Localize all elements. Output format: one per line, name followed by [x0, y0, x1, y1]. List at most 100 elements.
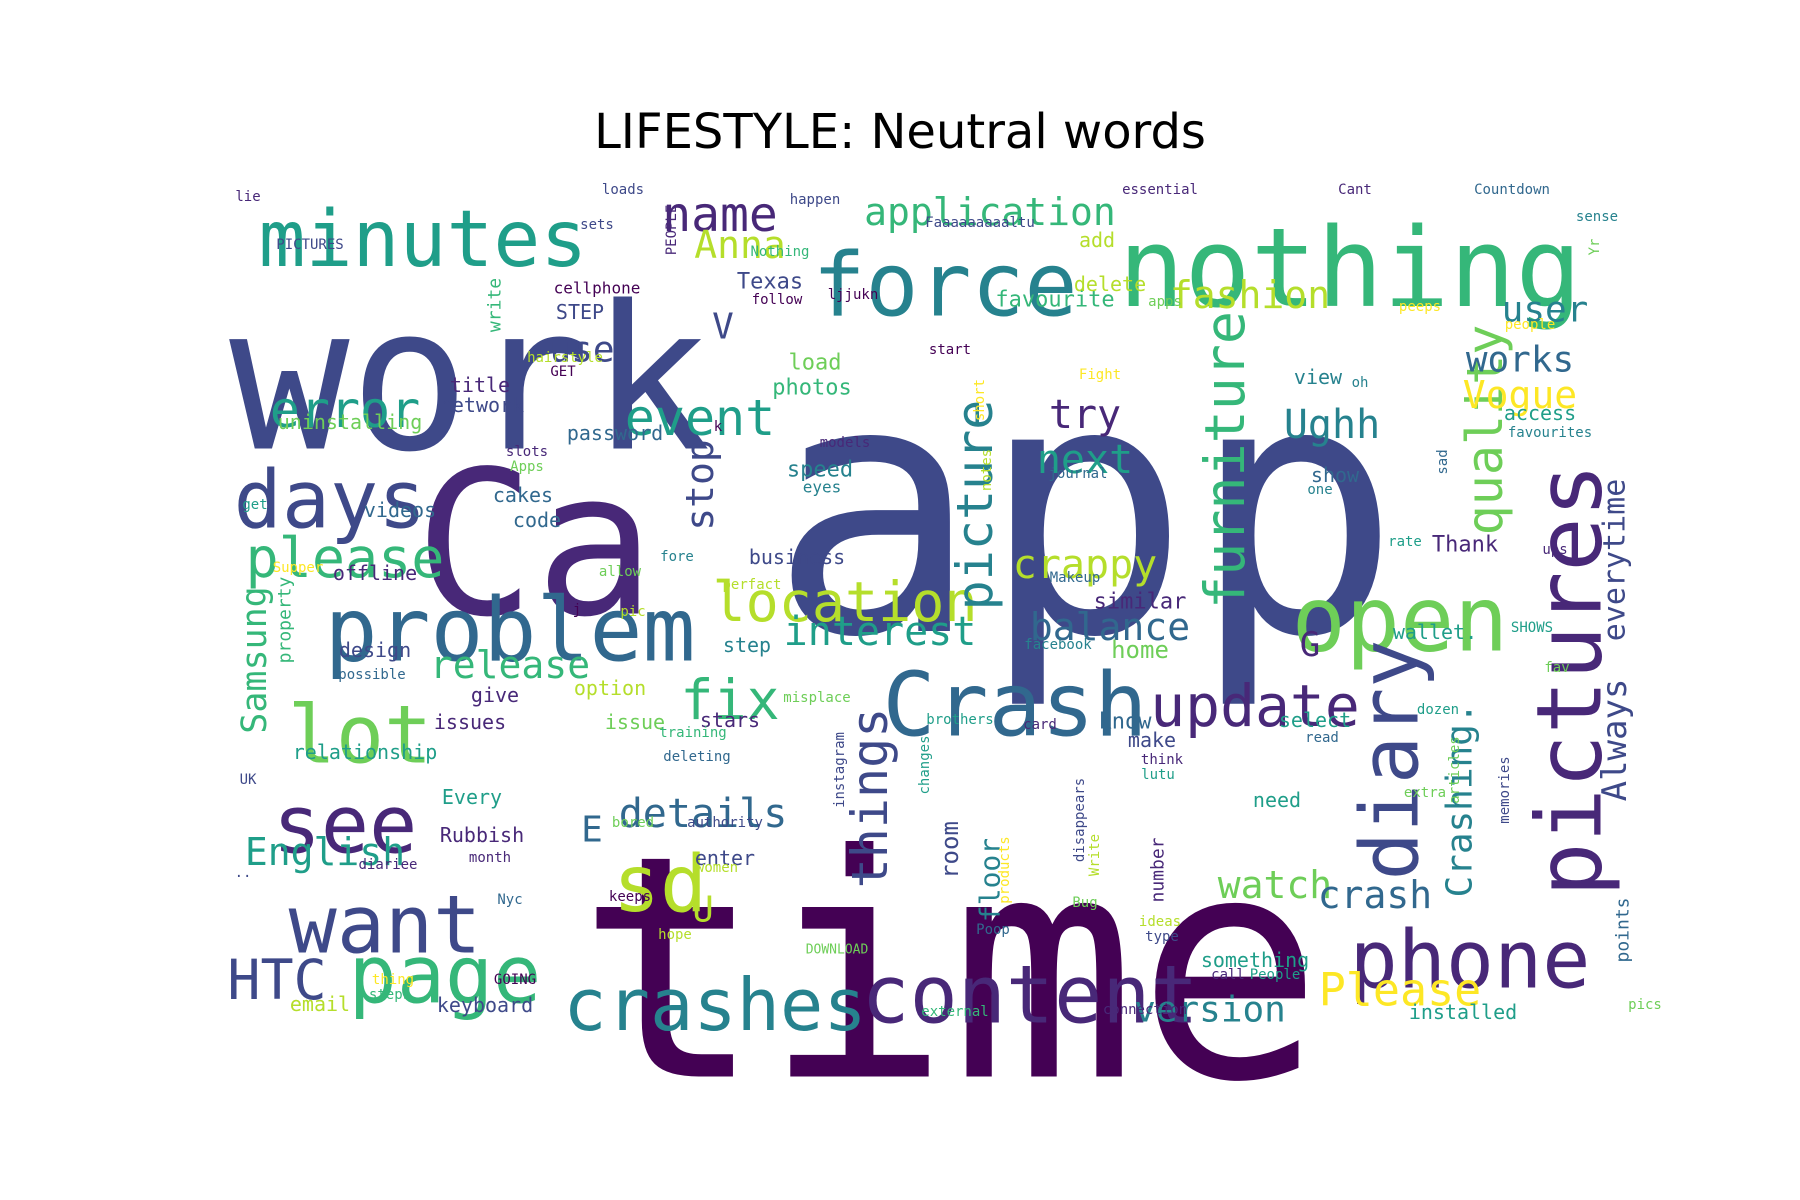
- word: dozen: [1417, 702, 1459, 718]
- word: Anna: [694, 223, 786, 267]
- word: open: [1292, 568, 1509, 673]
- word: property: [275, 576, 296, 663]
- word: business: [749, 545, 845, 569]
- word: fav: [1544, 660, 1569, 676]
- word: call: [1211, 967, 1245, 983]
- word: products: [997, 836, 1013, 903]
- word: one: [1307, 482, 1332, 498]
- word: ..: [235, 865, 252, 881]
- word: sets: [580, 217, 614, 233]
- word: something: [1201, 948, 1309, 972]
- word: user: [1502, 290, 1589, 331]
- chart-title: LIFESTYLE: Neutral words: [594, 104, 1206, 160]
- word: Write: [1087, 834, 1103, 876]
- word: use: [549, 330, 614, 371]
- word: sad: [1435, 449, 1451, 474]
- word: lutu: [1141, 767, 1175, 783]
- word: please: [246, 526, 445, 590]
- word: issues: [434, 710, 506, 734]
- word: Ughh: [1284, 402, 1380, 448]
- word: relationship: [293, 740, 438, 764]
- word: Every: [442, 785, 502, 809]
- word: works: [1466, 340, 1574, 381]
- word: PICTURES: [276, 237, 343, 253]
- word: U: [692, 890, 714, 931]
- word: home: [1111, 636, 1169, 664]
- word: keyboard: [437, 993, 533, 1017]
- word: days: [234, 454, 427, 547]
- word: authority: [687, 815, 763, 831]
- word: happen: [790, 192, 841, 208]
- word: fashion: [1170, 273, 1330, 317]
- word: details: [619, 791, 788, 837]
- word: fix: [680, 668, 779, 732]
- word: Please: [1319, 964, 1482, 1017]
- word: Countdown: [1474, 182, 1550, 198]
- word: lie: [235, 189, 260, 205]
- word: GOING: [494, 972, 536, 988]
- word: SHOWS: [1511, 620, 1553, 636]
- word: lot: [288, 689, 433, 782]
- word: oh: [1352, 375, 1369, 391]
- word: notes: [979, 449, 995, 491]
- word: pics: [1628, 997, 1662, 1013]
- word: speed: [787, 458, 853, 483]
- word: E: [581, 810, 603, 851]
- word: essential: [1122, 182, 1198, 198]
- word: diary: [1344, 640, 1437, 881]
- word: rate: [1388, 534, 1422, 550]
- word: delete: [1074, 272, 1146, 296]
- word: page: [349, 929, 542, 1022]
- word: sd: [613, 840, 707, 930]
- word: watch: [1218, 863, 1332, 907]
- word: women: [696, 860, 738, 876]
- word: peeps: [1399, 299, 1441, 315]
- word: Apps: [510, 459, 544, 475]
- word: error: [270, 381, 421, 439]
- word: phone: [1350, 914, 1591, 1007]
- word: crappy: [1013, 542, 1158, 588]
- word: view: [1294, 365, 1343, 389]
- word: Faaaaaaaaaltu: [925, 215, 1035, 231]
- word: instagram: [832, 732, 848, 808]
- word: misplace: [783, 690, 850, 706]
- word: models: [820, 435, 871, 451]
- word: PEOPLE: [664, 205, 680, 256]
- word: room: [936, 821, 964, 879]
- word: crash: [1318, 873, 1432, 917]
- word: loads: [602, 182, 644, 198]
- word: enter: [695, 846, 755, 870]
- word: Nothing: [750, 244, 809, 260]
- word: Crash: [883, 654, 1148, 757]
- word: external: [921, 1004, 988, 1020]
- word: want: [289, 879, 482, 972]
- word: add: [1079, 228, 1115, 252]
- word: installed: [1409, 1000, 1517, 1024]
- word: Always: [1595, 679, 1635, 802]
- word: load: [789, 351, 842, 376]
- word: Makeup: [1050, 570, 1101, 586]
- word: people: [1505, 317, 1556, 333]
- word: STEP: [556, 300, 604, 324]
- word: floor: [974, 838, 1007, 922]
- word: write: [485, 278, 506, 332]
- word: English: [245, 830, 405, 874]
- word: Texas: [737, 270, 803, 295]
- word: slots: [506, 444, 548, 460]
- word: code: [513, 508, 561, 532]
- word: bored: [612, 815, 654, 831]
- word: facebook: [1024, 637, 1092, 653]
- word: uninstalling: [278, 410, 423, 434]
- word: crashes: [563, 963, 866, 1047]
- word: k: [714, 419, 723, 435]
- word: application: [864, 190, 1116, 234]
- word: name: [662, 187, 778, 243]
- word: interest: [784, 609, 977, 655]
- word: force: [813, 234, 1078, 337]
- word: j: [573, 602, 581, 618]
- word: ups: [1542, 542, 1567, 558]
- word: need: [1253, 788, 1301, 812]
- word: thing: [372, 972, 414, 988]
- word: Rubbish: [440, 823, 524, 847]
- word: photos: [772, 376, 851, 401]
